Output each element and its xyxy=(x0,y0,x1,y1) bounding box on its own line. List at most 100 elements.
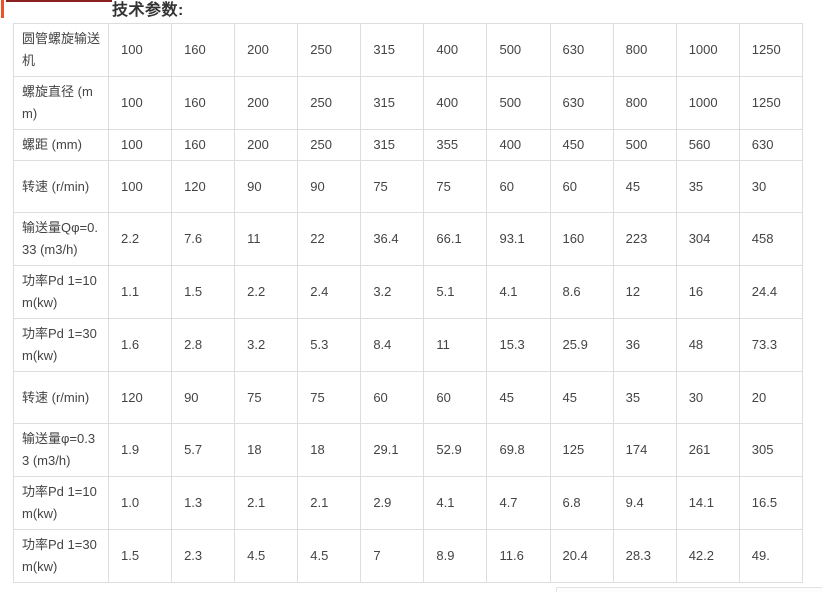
value-cell: 315 xyxy=(360,76,425,130)
value-cell: 90 xyxy=(297,160,362,213)
value-cell: 52.9 xyxy=(423,423,488,477)
value-cell: 60 xyxy=(486,160,551,213)
value-cell: 8.6 xyxy=(549,265,614,319)
value-cell: 28.3 xyxy=(612,529,677,583)
value-cell: 400 xyxy=(423,23,488,77)
value-cell: 1.6 xyxy=(107,318,173,372)
value-cell: 400 xyxy=(423,76,488,130)
table-row: 功率Pd 1=10 m(kw) 1.0 1.3 2.1 2.1 2.9 4.1 4.7 6.8 9… xyxy=(13,476,804,530)
value-cell: 5.7 xyxy=(171,423,236,477)
value-cell: 500 xyxy=(486,76,551,130)
value-cell: 2.3 xyxy=(171,529,236,583)
row-label: 功率Pd 1=30 m(kw) xyxy=(13,529,109,583)
value-cell: 4.7 xyxy=(486,476,551,530)
row-label: 螺距 (mm) xyxy=(13,129,109,161)
value-cell: 100 xyxy=(107,160,173,213)
value-cell: 315 xyxy=(360,129,425,161)
value-cell: 630 xyxy=(738,129,804,161)
value-cell: 174 xyxy=(612,423,677,477)
value-cell: 250 xyxy=(297,129,362,161)
value-cell: 1250 xyxy=(738,76,804,130)
row-label: 圆管螺旋输送机 xyxy=(13,23,109,77)
value-cell: 6.8 xyxy=(549,476,614,530)
value-cell: 1.1 xyxy=(107,265,173,319)
top-red-strip xyxy=(6,0,112,2)
value-cell: 11.6 xyxy=(486,529,551,583)
value-cell: 160 xyxy=(171,129,236,161)
table-row: 功率Pd 1=30 m(kw) 1.5 2.3 4.5 4.5 7 8.9 11.6 20.4 2… xyxy=(13,529,804,583)
value-cell: 36.4 xyxy=(360,212,425,266)
value-cell: 29.1 xyxy=(360,423,425,477)
value-cell: 9.4 xyxy=(612,476,677,530)
tech-params-table: 圆管螺旋输送机 100 160 200 250 315 400 500 630 800 1000 12… xyxy=(13,23,804,583)
value-cell: 315 xyxy=(360,23,425,77)
value-cell: 35 xyxy=(612,371,677,424)
value-cell: 458 xyxy=(738,212,804,266)
value-cell: 400 xyxy=(486,129,551,161)
value-cell: 160 xyxy=(171,76,236,130)
value-cell: 75 xyxy=(423,160,488,213)
table-row: 转速 (r/min) 120 90 75 75 60 60 45 45 35 30 20 xyxy=(13,371,804,424)
value-cell: 69.8 xyxy=(486,423,551,477)
value-cell: 800 xyxy=(612,23,677,77)
row-label: 输送量φ=0.33 (m3/h) xyxy=(13,423,109,477)
value-cell: 90 xyxy=(234,160,299,213)
value-cell: 16.5 xyxy=(738,476,804,530)
row-label: 输送量Qφ=0.33 (m3/h) xyxy=(13,212,109,266)
value-cell: 120 xyxy=(107,371,173,424)
row-label: 转速 (r/min) xyxy=(13,160,109,213)
value-cell: 630 xyxy=(549,23,614,77)
value-cell: 20.4 xyxy=(549,529,614,583)
value-cell: 200 xyxy=(234,23,299,77)
value-cell: 100 xyxy=(107,129,173,161)
value-cell: 45 xyxy=(549,371,614,424)
value-cell: 1.9 xyxy=(107,423,173,477)
value-cell: 7 xyxy=(360,529,425,583)
value-cell: 11 xyxy=(234,212,299,266)
value-cell: 261 xyxy=(675,423,740,477)
value-cell: 90 xyxy=(171,371,236,424)
value-cell: 100 xyxy=(107,76,173,130)
value-cell: 304 xyxy=(675,212,740,266)
value-cell: 49. xyxy=(738,529,804,583)
value-cell: 45 xyxy=(486,371,551,424)
table-row: 输送量φ=0.33 (m3/h) 1.9 5.7 18 18 29.1 52.9 69.8 12… xyxy=(13,423,804,477)
value-cell: 4.1 xyxy=(423,476,488,530)
table-row: 圆管螺旋输送机 100 160 200 250 315 400 500 630 800 1000 12… xyxy=(13,23,804,77)
value-cell: 18 xyxy=(234,423,299,477)
value-cell: 500 xyxy=(612,129,677,161)
value-cell: 4.5 xyxy=(297,529,362,583)
value-cell: 7.6 xyxy=(171,212,236,266)
value-cell: 36 xyxy=(612,318,677,372)
value-cell: 630 xyxy=(549,76,614,130)
value-cell: 800 xyxy=(612,76,677,130)
value-cell: 16 xyxy=(675,265,740,319)
value-cell: 75 xyxy=(360,160,425,213)
value-cell: 1000 xyxy=(675,76,740,130)
value-cell: 1.5 xyxy=(171,265,236,319)
value-cell: 500 xyxy=(486,23,551,77)
value-cell: 355 xyxy=(423,129,488,161)
value-cell: 22 xyxy=(297,212,362,266)
value-cell: 2.2 xyxy=(234,265,299,319)
value-cell: 223 xyxy=(612,212,677,266)
row-label: 功率Pd 1=30 m(kw) xyxy=(13,318,109,372)
value-cell: 66.1 xyxy=(423,212,488,266)
value-cell: 11 xyxy=(423,318,488,372)
value-cell: 305 xyxy=(738,423,804,477)
section-title: 技术参数: xyxy=(112,2,184,19)
cropped-element-edge xyxy=(556,587,822,592)
value-cell: 25.9 xyxy=(549,318,614,372)
table-row: 螺距 (mm) 100 160 200 250 315 355 400 450 500 560 630 xyxy=(13,129,804,161)
row-label: 功率Pd 1=10 m(kw) xyxy=(13,476,109,530)
value-cell: 8.9 xyxy=(423,529,488,583)
value-cell: 450 xyxy=(549,129,614,161)
value-cell: 4.5 xyxy=(234,529,299,583)
value-cell: 93.1 xyxy=(486,212,551,266)
value-cell: 73.3 xyxy=(738,318,804,372)
value-cell: 560 xyxy=(675,129,740,161)
value-cell: 2.1 xyxy=(297,476,362,530)
value-cell: 35 xyxy=(675,160,740,213)
value-cell: 30 xyxy=(738,160,804,213)
